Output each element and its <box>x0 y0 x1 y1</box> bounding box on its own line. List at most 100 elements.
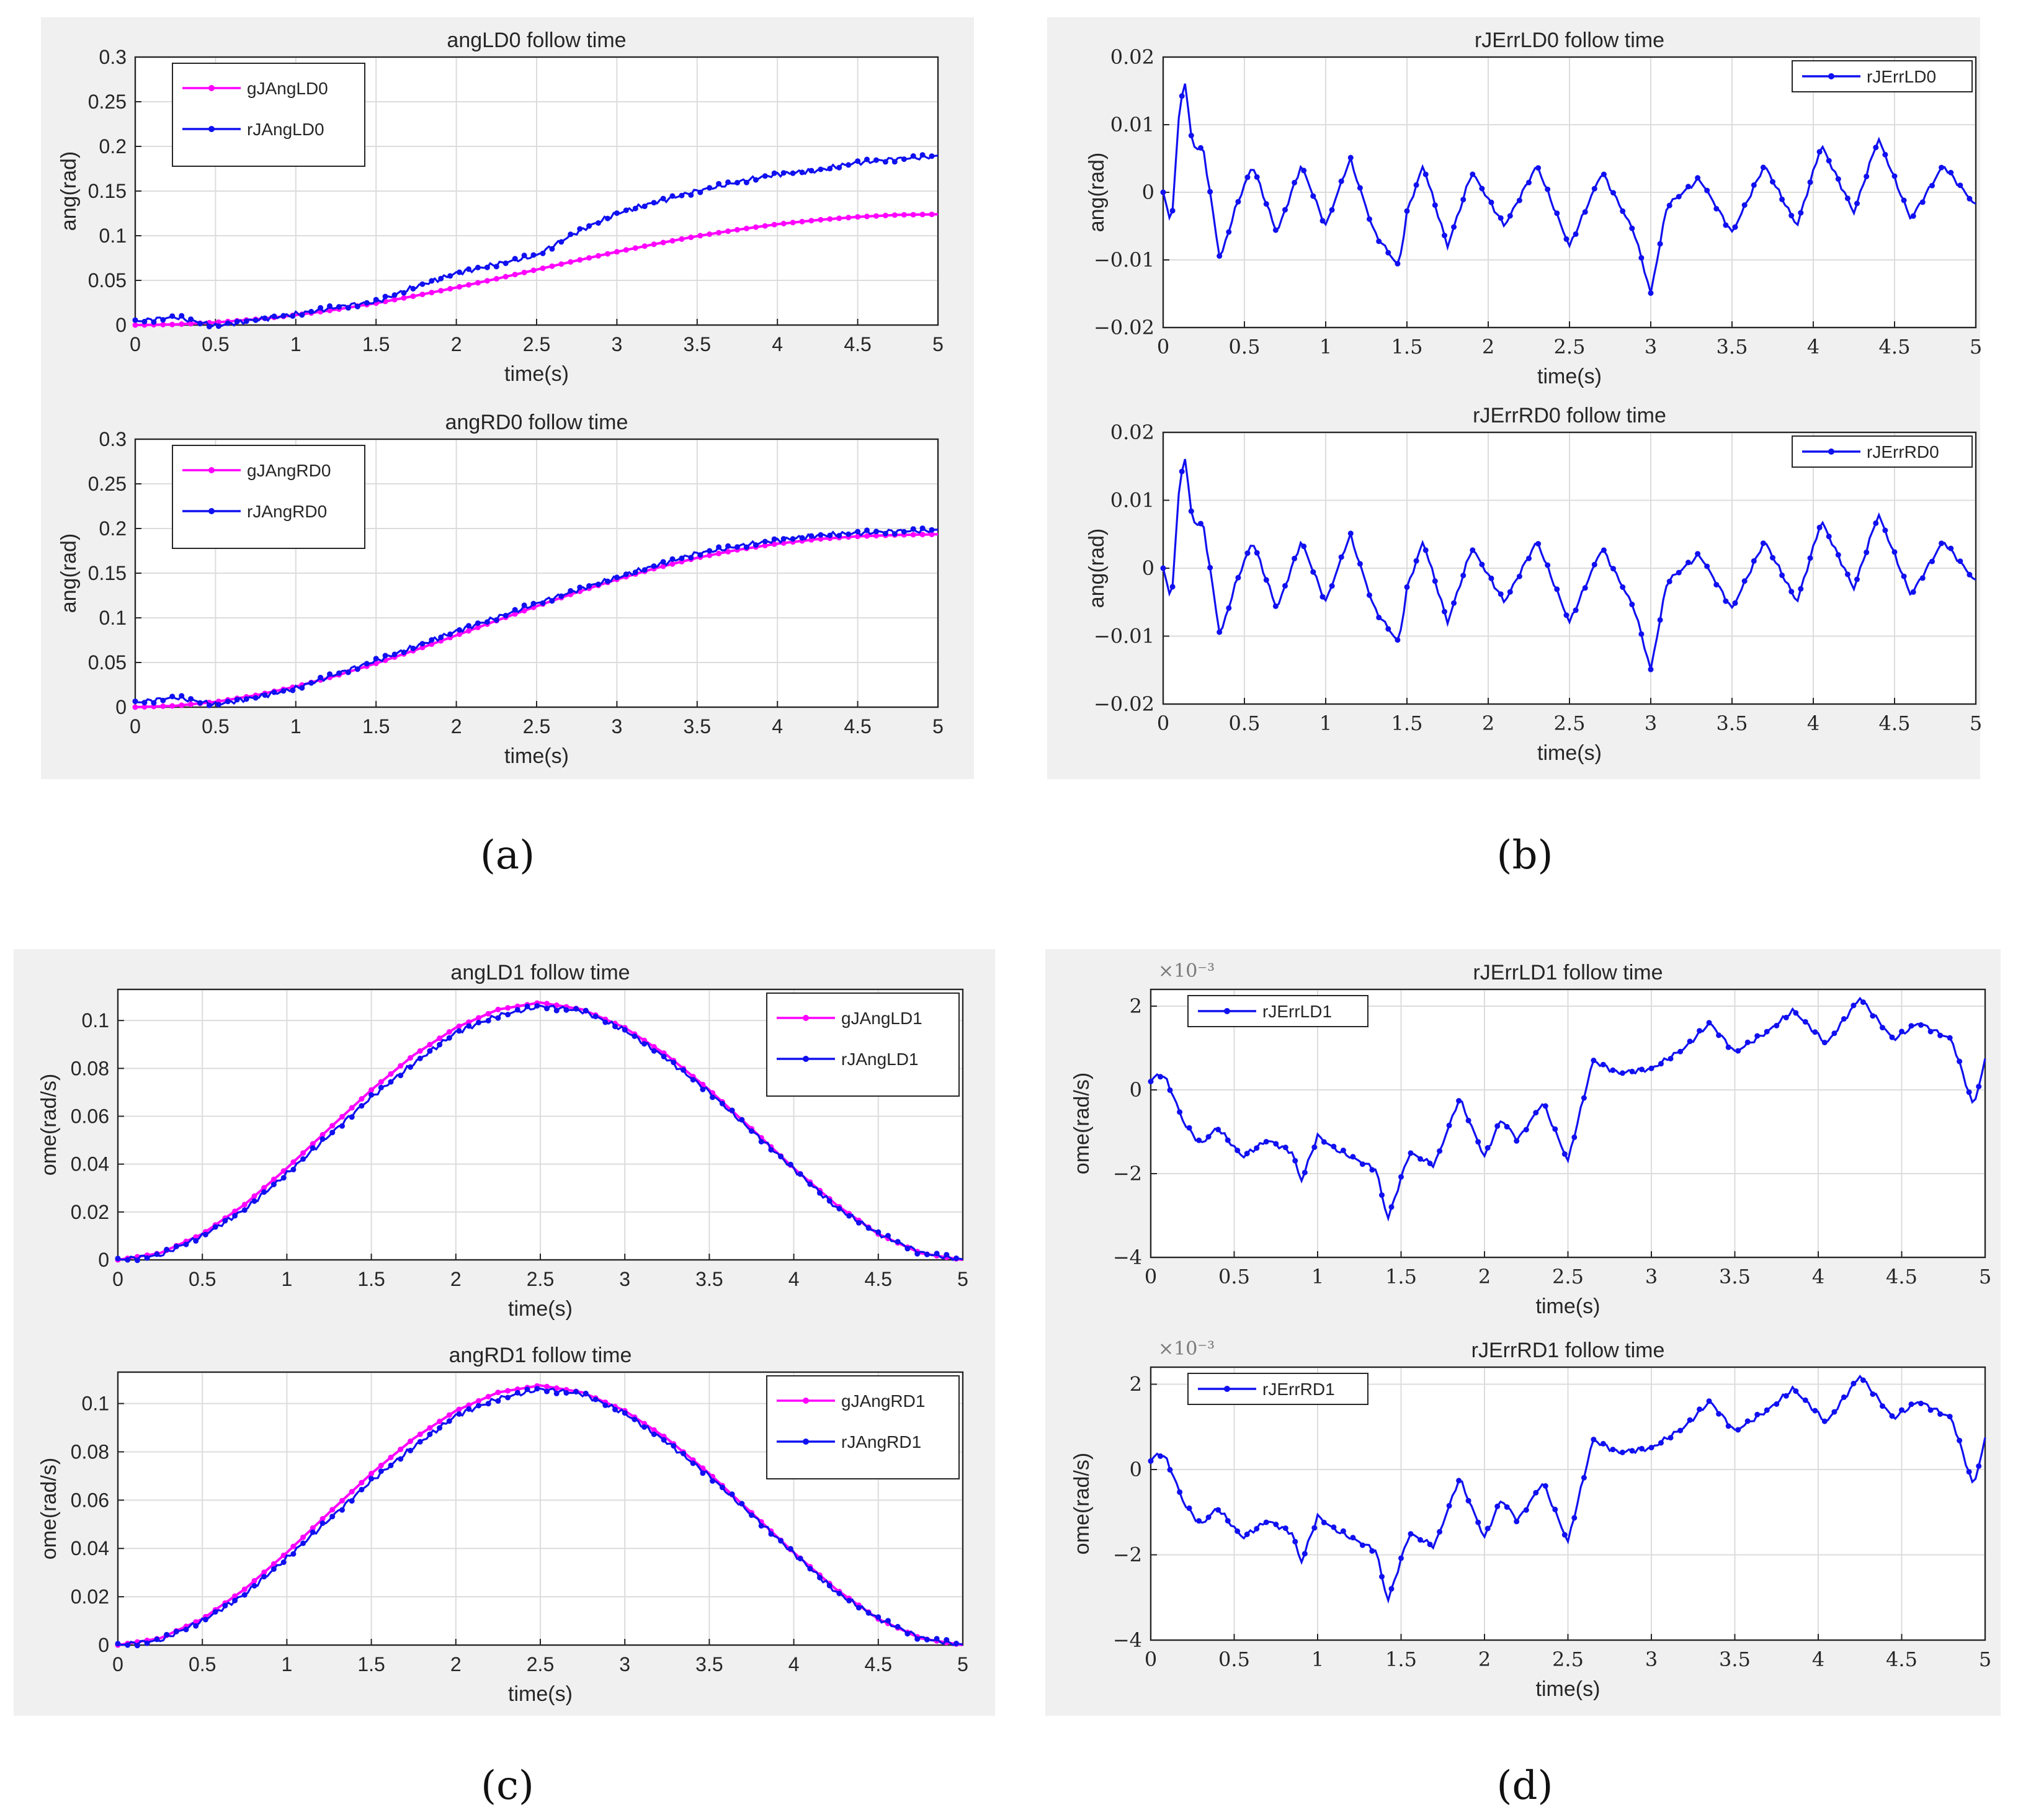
series-point-gJAngRD1 <box>476 1398 481 1404</box>
series-point-rJAngRD1 <box>690 1460 696 1466</box>
series-point-rJErrLD0 <box>1751 182 1757 188</box>
x-tick-label: 2 <box>450 1268 462 1290</box>
series-point-rJAngRD1 <box>817 1574 823 1581</box>
series-point-rJErrLD1 <box>1186 1125 1192 1131</box>
series-point-rJErrLD0 <box>1310 193 1316 199</box>
series-point-rJAngLD0 <box>151 319 157 325</box>
series-point-gJAngLD1 <box>280 1168 287 1174</box>
y-scale-exponent: ×10⁻³ <box>1158 1338 1215 1360</box>
series-point-rJErrLD0 <box>1207 189 1213 195</box>
series-point-rJErrRD1 <box>1158 1453 1163 1459</box>
x-tick-label: 0.5 <box>202 715 229 738</box>
series-point-gJAngLD0 <box>327 308 333 313</box>
series-point-rJErrLD0 <box>1685 184 1691 190</box>
series-point-gJAngRD1 <box>456 1406 462 1412</box>
y-tick-label: −0.02 <box>1094 692 1154 716</box>
series-point-rJErrRD0 <box>1498 591 1504 597</box>
series-point-rJAngLD0 <box>336 304 342 310</box>
series-point-gJAngLD1 <box>290 1159 297 1165</box>
series-point-rJAngLD1 <box>602 1019 609 1025</box>
series-point-rJErrRD1 <box>1350 1535 1356 1541</box>
x-tick-label: 1.5 <box>1391 335 1423 359</box>
series-point-rJAngLD0 <box>502 260 509 266</box>
series-point-rJAngRD1 <box>349 1498 355 1504</box>
series-point-rJAngRD0 <box>512 607 518 613</box>
series-point-rJErrRD1 <box>1475 1519 1481 1525</box>
series-point-rJErrRD1 <box>1783 1393 1789 1399</box>
series-point-rJErrLD0 <box>1798 210 1804 216</box>
series-point-rJAngRD1 <box>758 1523 764 1529</box>
x-axis-label: time(s) <box>504 744 569 768</box>
series-point-gJAngLD0 <box>447 286 453 292</box>
x-tick-label: 4 <box>1807 711 1819 735</box>
series-point-gJAngLD0 <box>475 280 481 286</box>
series-point-rJErrLD1 <box>1301 1169 1308 1175</box>
series-point-rJErrRD0 <box>1413 558 1419 564</box>
series-point-gJAngRD1 <box>349 1489 355 1495</box>
series-point-rJAngLD0 <box>429 278 435 284</box>
series-point-rJErrRD1 <box>1774 1401 1780 1407</box>
series-point-rJAngLD1 <box>681 1067 686 1073</box>
series-point-rJAngLD1 <box>855 1220 862 1226</box>
legend-label-gJAngLD0: gJAngLD0 <box>247 79 328 98</box>
series-point-rJAngRD1 <box>807 1566 813 1572</box>
y-tick-label: 0.08 <box>71 1057 109 1079</box>
series-point-rJAngLD0 <box>493 264 499 270</box>
y-tick-label: 2 <box>1130 994 1142 1018</box>
y-tick-label: −0.02 <box>1094 316 1154 339</box>
series-point-rJAngLD1 <box>446 1035 452 1041</box>
series-point-rJErrRD0 <box>1770 555 1775 561</box>
x-tick-label: 1.5 <box>357 1268 385 1290</box>
series-point-rJErrRD0 <box>1779 572 1785 578</box>
y-tick-label: 0.15 <box>88 562 127 584</box>
x-tick-label: 3 <box>1645 1265 1658 1288</box>
series-point-gJAngLD0 <box>419 292 426 298</box>
x-tick-label: 0.5 <box>1229 711 1261 735</box>
series-point-rJErrRD0 <box>1760 540 1766 546</box>
series-point-rJErrRD1 <box>1610 1447 1616 1453</box>
series-point-rJErrLD0 <box>1516 197 1522 203</box>
series-point-gJAngLD0 <box>891 212 898 218</box>
x-tick-label: 0.5 <box>1218 1648 1250 1671</box>
series-point-rJAngRD0 <box>132 698 138 705</box>
series-point-rJAngRD0 <box>364 661 370 667</box>
series-point-rJAngLD1 <box>280 1175 287 1181</box>
x-tick-label: 3 <box>1645 711 1657 735</box>
series-point-rJAngRD1 <box>749 1512 754 1519</box>
series-point-rJAngRD0 <box>429 637 435 643</box>
series-point-gJAngLD0 <box>410 293 416 300</box>
series-point-gJAngLD0 <box>215 319 221 325</box>
x-tick-label: 2.5 <box>1554 335 1586 359</box>
series-point-gJAngRD0 <box>808 537 815 543</box>
series-point-rJAngRD1 <box>485 1401 491 1407</box>
series-point-rJErrRD0 <box>1629 601 1635 607</box>
series-point-rJErrRD0 <box>1676 569 1682 576</box>
series-point-rJErrRD1 <box>1571 1515 1578 1521</box>
panel-label-b: (b) <box>1497 832 1553 878</box>
series-point-rJErrLD0 <box>1160 189 1166 195</box>
y-tick-label: −0.01 <box>1094 625 1154 648</box>
x-tick-label: 0 <box>1145 1648 1157 1671</box>
series-point-rJAngRD1 <box>417 1439 423 1445</box>
series-point-rJAngRD0 <box>466 623 471 629</box>
series-point-rJAngRD0 <box>855 529 861 535</box>
series-point-gJAngLD0 <box>846 215 852 221</box>
series-point-rJAngRD1 <box>924 1636 930 1643</box>
y-scale-exponent: ×10⁻³ <box>1158 960 1215 982</box>
series-point-rJAngRD0 <box>345 669 351 676</box>
series-point-rJAngLD0 <box>475 264 481 270</box>
series-point-rJErrLD1 <box>1418 1156 1423 1162</box>
series-point-rJAngLD0 <box>660 195 666 202</box>
y-tick-label: −0.01 <box>1094 248 1154 272</box>
series-point-rJErrLD1 <box>1802 1019 1808 1025</box>
series-point-rJErrRD0 <box>1713 582 1720 588</box>
series-point-rJAngLD0 <box>836 164 842 171</box>
series-point-rJErrLD0 <box>1442 233 1447 239</box>
series-point-rJErrRD0 <box>1338 554 1344 560</box>
series-point-gJAngLD0 <box>568 259 574 265</box>
series-point-rJAngLD0 <box>271 313 277 319</box>
series-point-gJAngRD0 <box>188 701 194 707</box>
series-point-rJErrLD0 <box>1301 167 1307 174</box>
y-tick-label: 0.25 <box>88 473 127 495</box>
series-point-gJAngRD1 <box>359 1479 365 1486</box>
